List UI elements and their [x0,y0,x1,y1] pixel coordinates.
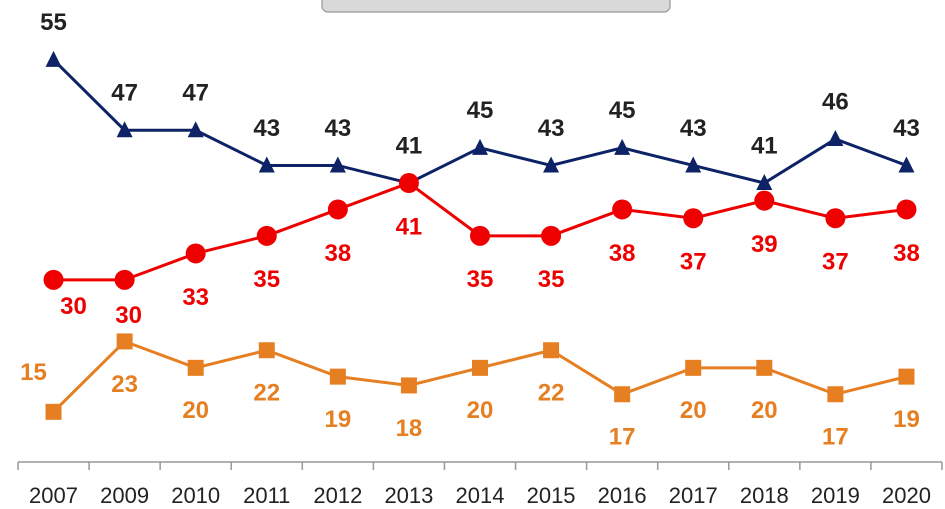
data-label: 55 [40,9,67,36]
marker [612,199,633,220]
data-label: 47 [182,80,209,107]
data-label: 19 [324,406,351,433]
marker [45,403,62,420]
x-tick-label: 2009 [100,483,149,508]
data-label: 35 [253,266,280,293]
data-label: 41 [751,132,778,159]
x-tick-label: 2020 [882,483,931,508]
marker [541,225,562,246]
data-label: 30 [60,293,87,320]
marker [400,377,417,394]
legend-box [321,0,671,13]
data-label: 20 [467,397,494,424]
data-label: 18 [396,415,423,442]
x-tick-label: 2011 [243,483,290,508]
x-tick-label: 2013 [384,483,433,508]
data-label: 41 [396,132,423,159]
marker [258,156,275,173]
data-label: 43 [253,115,280,142]
marker [827,386,844,403]
data-label: 41 [396,213,423,240]
marker [543,342,560,359]
marker [898,156,915,173]
data-label: 39 [751,231,778,258]
marker [543,156,560,173]
marker [754,190,775,211]
data-label: 20 [182,397,209,424]
data-label: 23 [111,371,138,398]
data-label: 45 [467,97,494,124]
marker [470,225,490,246]
data-label: 35 [538,266,565,293]
x-tick-label: 2014 [456,483,505,508]
marker [329,368,346,385]
marker [685,359,702,376]
marker [256,225,277,246]
marker [258,342,275,359]
data-label: 30 [115,302,142,329]
marker [116,121,133,138]
data-label: 43 [324,115,351,142]
marker [114,269,135,290]
x-tick-label: 2012 [313,483,362,508]
data-label: 38 [324,240,351,267]
marker [756,174,773,191]
data-label: 38 [893,240,920,267]
marker [685,156,702,173]
marker [896,199,917,220]
marker [187,121,204,138]
x-tick-label: 2019 [811,483,860,508]
marker [187,359,204,376]
data-label: 38 [609,240,636,267]
marker [756,359,773,376]
marker [898,368,915,385]
marker [472,359,488,376]
x-tick-label: 2015 [527,483,576,508]
marker [43,269,64,290]
data-label: 33 [182,284,209,311]
marker [185,243,206,264]
data-label: 20 [680,397,707,424]
data-label: 45 [609,97,636,124]
x-tick-label: 2018 [740,483,789,508]
data-label: 37 [822,249,849,276]
marker [45,50,62,67]
marker [825,208,846,229]
x-tick-label: 2007 [29,483,78,508]
marker [683,208,704,229]
marker [614,386,631,403]
data-label: 22 [538,380,565,407]
marker [614,138,631,155]
data-label: 20 [751,397,778,424]
data-label: 17 [609,424,636,451]
data-label: 47 [111,80,138,107]
data-label: 43 [680,115,707,142]
marker [827,130,844,147]
data-label: 46 [822,88,849,115]
x-tick-label: 2010 [171,483,220,508]
data-label: 19 [893,406,920,433]
marker [398,173,419,194]
marker [327,199,348,220]
data-label: 17 [822,424,849,451]
marker [329,156,346,173]
x-tick-label: 2016 [598,483,647,508]
marker [472,138,488,155]
data-label: 22 [253,380,280,407]
data-label: 37 [680,249,707,276]
x-tick-label: 2017 [669,483,718,508]
data-label: 43 [538,115,565,142]
data-label: 43 [893,115,920,142]
data-label: 35 [467,266,494,293]
marker [116,333,133,350]
data-label: 15 [20,359,47,386]
